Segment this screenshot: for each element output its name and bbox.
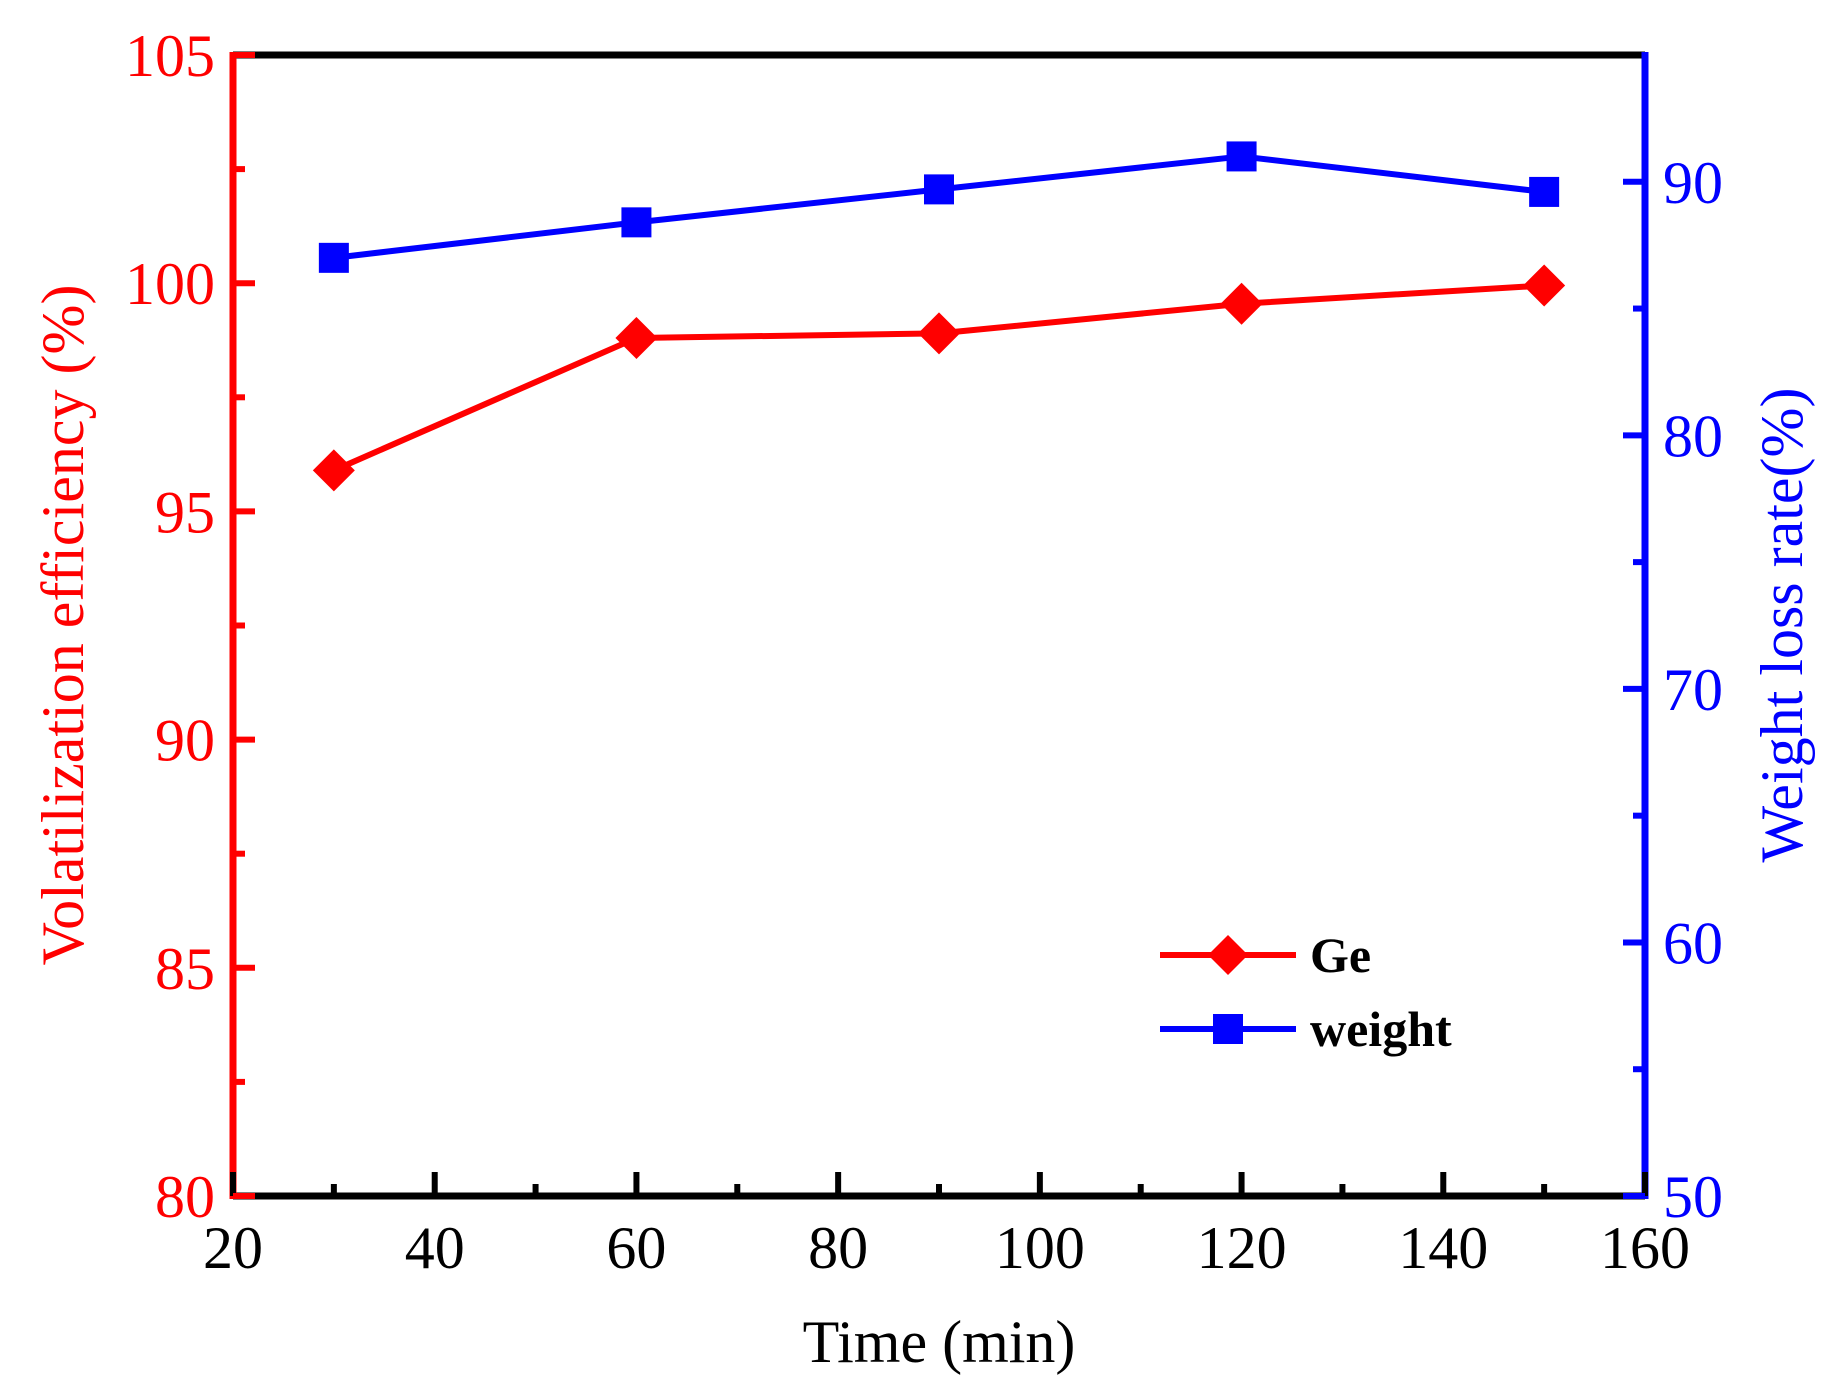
left-y-tick-label: 95 xyxy=(155,479,215,545)
legend-weight-label: weight xyxy=(1310,1001,1452,1057)
data-point-ge xyxy=(615,316,658,359)
data-point-weight xyxy=(318,242,349,273)
legend: Ge weight xyxy=(1160,927,1452,1057)
x-tick-label: 100 xyxy=(995,1215,1085,1281)
legend-entry-ge: Ge xyxy=(1160,927,1371,983)
left-y-axis-ticks: 80 85 90 95 100 105 xyxy=(125,23,255,1230)
right-y-tick-label: 70 xyxy=(1663,657,1723,723)
x-tick-label: 20 xyxy=(203,1215,263,1281)
x-tick-label: 140 xyxy=(1398,1215,1488,1281)
legend-entry-weight: weight xyxy=(1160,1001,1452,1057)
x-tick-label: 160 xyxy=(1600,1215,1690,1281)
x-tick-label: 60 xyxy=(606,1215,666,1281)
left-y-axis-title: Volatilization efficiency (%) xyxy=(30,285,96,966)
legend-ge-marker xyxy=(1208,935,1248,975)
legend-ge-label: Ge xyxy=(1310,927,1371,983)
right-y-tick-label: 50 xyxy=(1663,1164,1723,1230)
data-point-ge xyxy=(1523,264,1566,307)
x-tick-label: 40 xyxy=(405,1215,465,1281)
series-line-weight xyxy=(333,153,1545,261)
data-point-weight xyxy=(1226,141,1257,172)
right-y-axis-title: Weight loss rate(%) xyxy=(1749,387,1815,862)
left-y-tick-label: 80 xyxy=(155,1164,215,1230)
left-y-tick-label: 100 xyxy=(125,251,215,317)
data-point-ge xyxy=(918,312,960,355)
data-point-weight xyxy=(621,207,652,238)
right-y-tick-label: 90 xyxy=(1663,150,1723,216)
series-layer xyxy=(312,141,1566,492)
data-point-ge xyxy=(312,449,355,492)
right-y-tick-label: 80 xyxy=(1663,403,1723,469)
left-y-tick-label: 105 xyxy=(125,23,215,89)
right-y-tick-label: 60 xyxy=(1663,910,1723,976)
data-point-weight xyxy=(1529,176,1560,207)
legend-weight-marker xyxy=(1213,1014,1243,1044)
data-point-weight xyxy=(924,174,954,205)
x-axis-ticks: 20 40 60 80 100 120 140 160 xyxy=(203,1172,1690,1281)
right-y-axis-ticks: 50 60 70 80 90 xyxy=(1623,150,1723,1230)
x-axis-title: Time (min) xyxy=(803,1309,1076,1375)
left-y-tick-label: 90 xyxy=(155,708,215,774)
x-tick-label: 120 xyxy=(1197,1215,1287,1281)
x-tick-label: 80 xyxy=(808,1215,868,1281)
data-point-ge xyxy=(1220,282,1263,325)
left-y-tick-label: 85 xyxy=(155,936,215,1002)
